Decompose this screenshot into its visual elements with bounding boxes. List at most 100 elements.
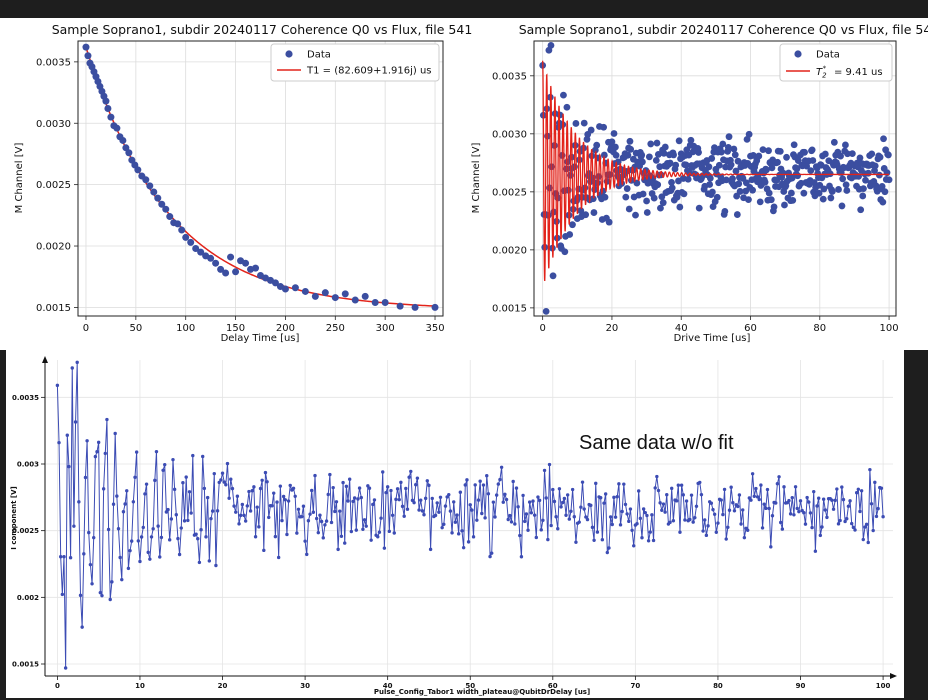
chart3-point (130, 539, 134, 543)
chart3-xtick-label: 20 (218, 682, 228, 690)
chart3-point (427, 483, 431, 488)
chart3-point (599, 496, 603, 500)
chart3-point (726, 525, 730, 530)
chart1-point (227, 253, 235, 261)
chart2-point (864, 169, 872, 177)
chart3-point (765, 487, 770, 492)
chart3-point (876, 506, 880, 511)
chart3-point (314, 516, 319, 521)
chart3-point (394, 497, 398, 502)
chart2-point (745, 130, 753, 138)
chart1-legend-box (270, 43, 440, 82)
chart3-point (301, 504, 306, 508)
chart3-point (835, 487, 839, 491)
chart3-point (532, 513, 537, 517)
chart2-point (654, 151, 662, 158)
chart3-point (141, 525, 145, 530)
chart3-point (478, 479, 482, 483)
chart2-point (650, 194, 658, 202)
chart2-point (632, 211, 639, 219)
chart3-point (845, 517, 849, 521)
chart3-point (196, 537, 200, 541)
c2-ytick-label: 0.0030 (492, 129, 527, 140)
chart2-point (590, 209, 598, 216)
chart3-point (331, 485, 335, 490)
chart3-xtick-label: 60 (548, 682, 558, 690)
chart3-point (529, 511, 534, 515)
chart1-point (182, 233, 190, 241)
chart2-point (725, 133, 733, 141)
chart1-point (331, 294, 339, 302)
chart2-point (761, 178, 769, 186)
chart2-point (820, 185, 828, 193)
c2-xtick-label: 20 (606, 323, 619, 334)
chart3-point (366, 484, 370, 488)
chart1-title: Sample Soprano1, subdir 20240117 Coheren… (52, 22, 473, 37)
chart3-point (613, 515, 618, 519)
chart3-point (367, 486, 372, 490)
chart3-point (120, 577, 124, 582)
chart3-point (551, 487, 555, 492)
chart3-point (72, 524, 76, 528)
chart3-point (787, 498, 791, 503)
chart1-point (166, 213, 174, 221)
chart2-legend-symbol: T2* (816, 65, 827, 80)
chart3-point (419, 498, 423, 502)
chart3-point (850, 521, 854, 526)
chart2-fit (542, 60, 890, 282)
chart2-point (561, 248, 569, 256)
chart3-point (158, 555, 162, 559)
chart3-point (645, 513, 649, 518)
chart2-point (643, 197, 650, 205)
chart2-point (734, 157, 742, 165)
chart2-point (843, 187, 851, 194)
chart2-point (724, 144, 732, 151)
chart1-point (187, 238, 195, 246)
c1-xtick-label: 0 (83, 323, 89, 334)
chart2-point (625, 205, 633, 213)
chart3-point (194, 532, 198, 536)
chart1-point (351, 296, 359, 304)
chart1-point (162, 205, 170, 213)
chart3-point (873, 480, 877, 485)
chart2-point (859, 192, 867, 200)
chart3-point (643, 510, 647, 515)
chart3-point (336, 547, 340, 552)
chart3-point (339, 534, 344, 539)
chart2-point (808, 146, 816, 154)
chart3-point (689, 493, 694, 497)
chart2-point (709, 188, 716, 196)
chart3-point (830, 498, 834, 502)
chart3-y-arrow (42, 356, 48, 363)
chart3-point (414, 483, 418, 487)
chart2-point (770, 203, 778, 211)
chart3-series (55, 360, 885, 670)
chart1-point (252, 264, 260, 272)
chart1-xlabel: Delay Time [us] (221, 333, 300, 344)
chart2-point (875, 171, 883, 179)
chart3-point (146, 550, 150, 555)
chart1-legend: Data T1 = (82.609+1.916j) us (270, 43, 440, 82)
chart3-point (224, 483, 228, 487)
chart3-xlabel: Pulse_Config_Tabor1 width_plateau@QubitD… (374, 688, 590, 696)
chart3-point (777, 475, 781, 479)
chart3-point (357, 486, 362, 490)
chart3-point (622, 482, 626, 486)
chart3-point (412, 500, 416, 505)
chart3-point (729, 485, 733, 489)
chart3-point (463, 483, 467, 487)
c2-xtick-label: 0 (539, 323, 545, 334)
chart2-point (880, 135, 887, 143)
chart1-point (154, 194, 162, 202)
chart1-point (281, 285, 289, 293)
chart3-point (691, 520, 695, 524)
chart3-point (803, 522, 808, 526)
chart3-point (547, 462, 552, 467)
chart3-point (278, 484, 283, 488)
chart3-point (247, 489, 251, 494)
c2-xtick-label: 60 (744, 323, 757, 334)
chart2-point (626, 137, 634, 145)
chart2-point (809, 157, 817, 164)
chart3-point (77, 500, 81, 504)
